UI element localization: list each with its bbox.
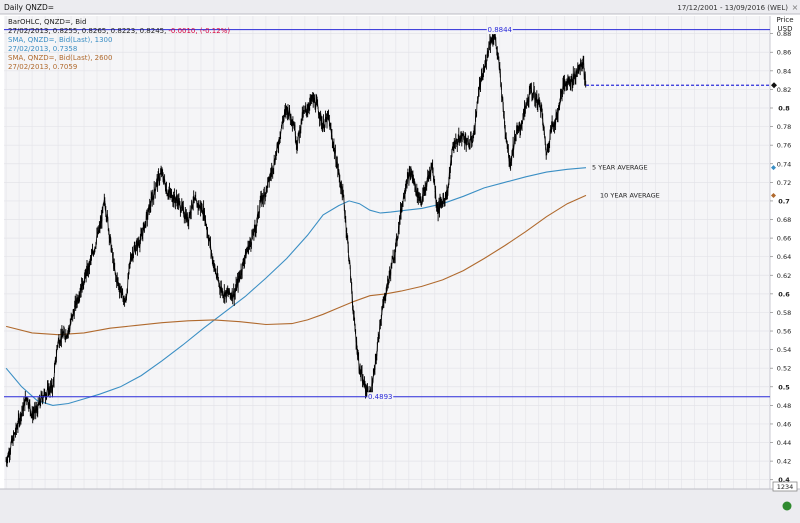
legend: BarOHLC, QNZD=, Bid 27/02/2013, 0.8255, … [8, 18, 230, 71]
y-tick-label: 0.6 [778, 290, 790, 298]
y-tick-label: 0.76 [777, 142, 791, 150]
legend-ohlc-values: 27/02/2013, 0.8255, 0.8265, 0.8223, 0.82… [8, 27, 166, 35]
y-tick-label: 0.42 [777, 458, 791, 466]
y-tick-label: 0.46 [777, 420, 791, 428]
y-tick-label: 0.72 [777, 179, 791, 187]
y-tick-label: 0.5 [778, 383, 790, 391]
legend-ohlc-change: -0.0010, (-0.12%) [168, 27, 230, 35]
sma2-marker [771, 192, 776, 198]
y-tick-label: 0.48 [777, 402, 791, 410]
y-axis-unit: USD [778, 25, 793, 33]
y-tick-label: 0.68 [777, 216, 791, 224]
y-tick-label: 0.7 [778, 197, 790, 205]
last-price-marker [771, 82, 777, 89]
y-tick-label: 0.62 [777, 272, 791, 280]
close-icon[interactable]: × [792, 3, 799, 12]
y-tick-label: 0.58 [777, 309, 791, 317]
high-value-label: 0.8844 [488, 26, 513, 34]
legend-sma1-title: SMA, QNZD=, Bid(Last), 1300 [8, 36, 112, 44]
y-tick-label: 0.54 [777, 346, 791, 354]
y-tick-label: 0.44 [777, 439, 791, 447]
corner-value: 1234 [777, 483, 794, 491]
y-tick-label: 0.56 [777, 328, 791, 336]
y-tick-label: 0.52 [777, 365, 791, 373]
ten-year-average-line [5, 194, 587, 336]
x-axis-panel [0, 489, 800, 523]
legend-sma2-title: SMA, QNZD=, Bid(Last), 2600 [8, 54, 112, 62]
svg-text:27/02/2013, 0.8255, 0.8265, 0.: 27/02/2013, 0.8255, 0.8265, 0.8223, 0.82… [8, 27, 230, 35]
plot-area [4, 16, 770, 489]
y-tick-label: 0.74 [777, 160, 791, 168]
y-axis-title: Price [776, 16, 793, 24]
y-tick-label: 0.82 [777, 86, 791, 94]
legend-sma1-value: 27/02/2013, 0.7358 [8, 45, 77, 53]
header-bar [0, 0, 800, 14]
legend-ohlc-title: BarOHLC, QNZD=, Bid [8, 18, 86, 26]
y-tick-label: 0.64 [777, 253, 791, 261]
ten-year-average-label: 10 YEAR AVERAGE [600, 191, 660, 199]
y-tick-label: 0.86 [777, 49, 791, 57]
y-axis-panel [770, 16, 800, 489]
price-line [5, 32, 587, 464]
date-range: 17/12/2001 - 13/09/2016 (WEL) [677, 4, 788, 12]
chart-title: Daily QNZD= [4, 3, 54, 12]
hi-label-bg [486, 25, 513, 35]
y-tick-label: 0.88 [777, 30, 791, 38]
sma1-marker [771, 165, 776, 171]
low-value-label: 0.4893 [368, 393, 393, 401]
y-tick-label: 0.84 [777, 67, 791, 75]
price-bars [5, 28, 587, 468]
status-icon[interactable] [782, 501, 792, 511]
y-tick-label: 0.66 [777, 235, 791, 243]
y-tick-label: 0.78 [777, 123, 791, 131]
corner-value-box[interactable] [772, 481, 798, 492]
y-axis-ticks: 0.4 0.42 0.44 0.46 0.48 0.5 0.52 0.54 0.56 0.58 0.… [770, 30, 791, 484]
y-tick-label: 0.4 [778, 476, 790, 484]
legend-sma2-value: 27/02/2013, 0.7059 [8, 63, 77, 71]
grid-lines [4, 16, 770, 489]
five-year-average-label: 5 YEAR AVERAGE [592, 164, 648, 172]
y-tick-label: 0.8 [778, 104, 790, 112]
lo-label-bg [367, 392, 394, 402]
